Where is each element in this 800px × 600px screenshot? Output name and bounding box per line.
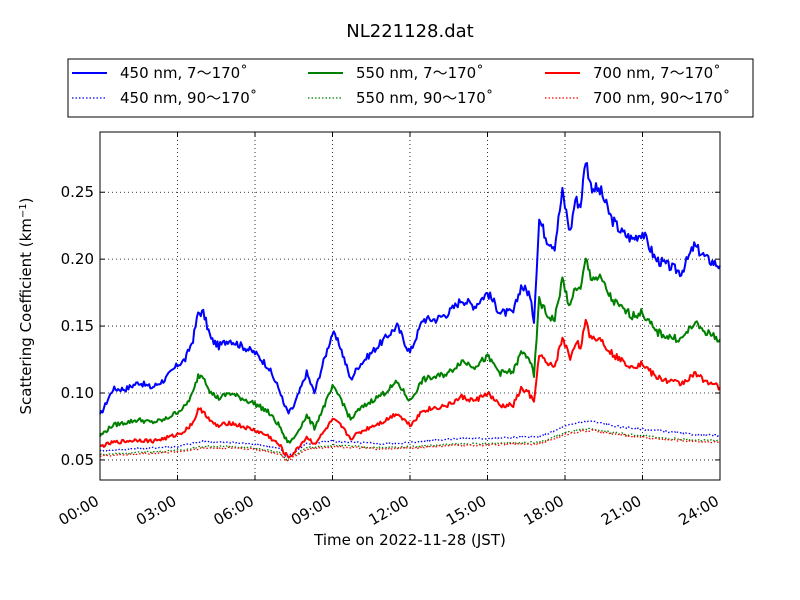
y-axis-label-main: Scattering Coefficient (km xyxy=(17,218,35,414)
series-line-5 xyxy=(99,318,721,459)
grid xyxy=(100,132,720,480)
y-axis-label: Scattering Coefficient (km−1) xyxy=(17,197,35,414)
legend-label: 700 nm, 7～170˚ xyxy=(593,64,721,82)
x-tick-label: 21:00 xyxy=(598,492,644,529)
series-line-3 xyxy=(99,257,721,444)
x-tick-label: 09:00 xyxy=(288,492,334,529)
y-axis-label-sup: −1 xyxy=(18,203,29,218)
legend-box xyxy=(67,58,754,118)
y-tick-label: 0.20 xyxy=(61,250,94,268)
y-tick-label: 0.25 xyxy=(61,183,94,201)
series-line-6 xyxy=(99,429,721,462)
x-tick-label: 15:00 xyxy=(443,492,489,529)
y-tick-label: 0.05 xyxy=(61,451,94,469)
series-line-1 xyxy=(99,162,721,415)
legend-label: 550 nm, 7～170˚ xyxy=(356,64,484,82)
axis-tick-labels: 00:00 03:00 06:00 09:00 12:00 15:00 18:00 21:00… xyxy=(56,183,722,529)
x-tick-label: 24:00 xyxy=(676,492,722,529)
legend: 450 nm, 7～170˚ 450 nm, 90～170˚ 550 nm, 7～1… xyxy=(67,58,754,118)
legend-label: 700 nm, 90～170˚ xyxy=(593,89,730,107)
chart-title: NL221128.dat xyxy=(346,21,473,42)
x-axis-label: Time on 2022-11-28 (JST) xyxy=(313,531,506,549)
x-tick-label: 03:00 xyxy=(133,492,179,529)
y-tick-label: 0.15 xyxy=(61,317,94,335)
series-layer xyxy=(99,162,721,462)
legend-label: 450 nm, 90～170˚ xyxy=(120,89,257,107)
axis-ticks xyxy=(99,132,721,480)
x-tick-label: 00:00 xyxy=(56,492,102,529)
x-tick-label: 12:00 xyxy=(366,492,412,529)
x-tick-label: 18:00 xyxy=(521,492,567,529)
y-tick-label: 0.10 xyxy=(61,384,94,402)
x-tick-label: 06:00 xyxy=(211,492,257,529)
legend-label: 550 nm, 90～170˚ xyxy=(356,89,493,107)
y-axis-label-end: ) xyxy=(17,197,35,203)
legend-label: 450 nm, 7～170˚ xyxy=(120,64,248,82)
